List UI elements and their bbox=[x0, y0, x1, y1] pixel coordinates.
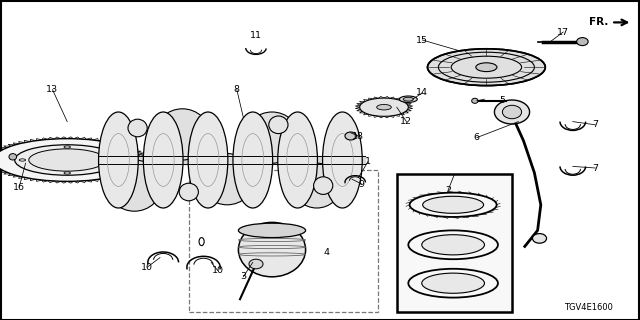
Ellipse shape bbox=[200, 154, 254, 205]
Text: 9: 9 bbox=[358, 180, 365, 188]
Ellipse shape bbox=[99, 112, 138, 208]
Ellipse shape bbox=[314, 177, 333, 195]
Bar bbox=[397, 174, 512, 312]
Text: 13: 13 bbox=[47, 85, 58, 94]
Text: 8: 8 bbox=[234, 85, 240, 94]
Ellipse shape bbox=[239, 223, 306, 237]
Ellipse shape bbox=[403, 97, 413, 101]
Text: 12: 12 bbox=[401, 117, 412, 126]
Ellipse shape bbox=[399, 96, 417, 102]
Text: 16: 16 bbox=[13, 183, 25, 192]
Bar bbox=[189, 170, 378, 312]
Ellipse shape bbox=[199, 237, 204, 246]
Text: 5: 5 bbox=[499, 96, 506, 105]
Ellipse shape bbox=[19, 159, 26, 161]
Ellipse shape bbox=[476, 63, 497, 72]
Text: 14: 14 bbox=[417, 88, 428, 97]
Text: 2: 2 bbox=[445, 186, 451, 195]
Ellipse shape bbox=[0, 139, 141, 181]
Ellipse shape bbox=[422, 196, 484, 213]
Ellipse shape bbox=[108, 160, 162, 211]
Ellipse shape bbox=[233, 112, 273, 208]
Ellipse shape bbox=[472, 98, 478, 103]
Ellipse shape bbox=[345, 132, 356, 140]
Text: 4: 4 bbox=[323, 248, 330, 257]
Text: 7: 7 bbox=[592, 164, 598, 172]
Text: 7: 7 bbox=[592, 120, 598, 129]
Ellipse shape bbox=[107, 155, 113, 157]
Text: 10: 10 bbox=[141, 263, 153, 272]
Ellipse shape bbox=[323, 112, 362, 208]
Ellipse shape bbox=[428, 49, 545, 86]
Ellipse shape bbox=[532, 234, 547, 243]
Ellipse shape bbox=[9, 154, 17, 160]
Ellipse shape bbox=[249, 259, 263, 269]
Text: 11: 11 bbox=[250, 31, 262, 40]
Ellipse shape bbox=[239, 222, 306, 277]
Ellipse shape bbox=[502, 105, 522, 119]
Text: 18: 18 bbox=[353, 132, 364, 140]
Text: 10: 10 bbox=[212, 266, 223, 275]
Ellipse shape bbox=[422, 273, 484, 293]
Ellipse shape bbox=[278, 112, 317, 208]
Text: 3: 3 bbox=[240, 272, 246, 281]
Ellipse shape bbox=[360, 98, 408, 116]
Ellipse shape bbox=[269, 116, 288, 134]
Ellipse shape bbox=[179, 183, 198, 201]
Ellipse shape bbox=[143, 112, 183, 208]
Ellipse shape bbox=[15, 145, 120, 175]
Ellipse shape bbox=[494, 100, 530, 124]
Ellipse shape bbox=[293, 163, 341, 208]
Text: FR.: FR. bbox=[589, 17, 608, 28]
Ellipse shape bbox=[155, 109, 209, 160]
Text: 6: 6 bbox=[474, 133, 480, 142]
Text: 1: 1 bbox=[365, 157, 371, 166]
Text: TGV4E1600: TGV4E1600 bbox=[564, 303, 613, 312]
Ellipse shape bbox=[188, 112, 228, 208]
Ellipse shape bbox=[422, 235, 484, 255]
Ellipse shape bbox=[244, 112, 300, 163]
Ellipse shape bbox=[128, 119, 147, 137]
Ellipse shape bbox=[577, 38, 588, 46]
Ellipse shape bbox=[377, 104, 391, 110]
Text: 15: 15 bbox=[417, 36, 428, 44]
Text: 17: 17 bbox=[557, 28, 569, 36]
Ellipse shape bbox=[29, 149, 106, 171]
Ellipse shape bbox=[64, 146, 70, 148]
Ellipse shape bbox=[64, 172, 70, 174]
